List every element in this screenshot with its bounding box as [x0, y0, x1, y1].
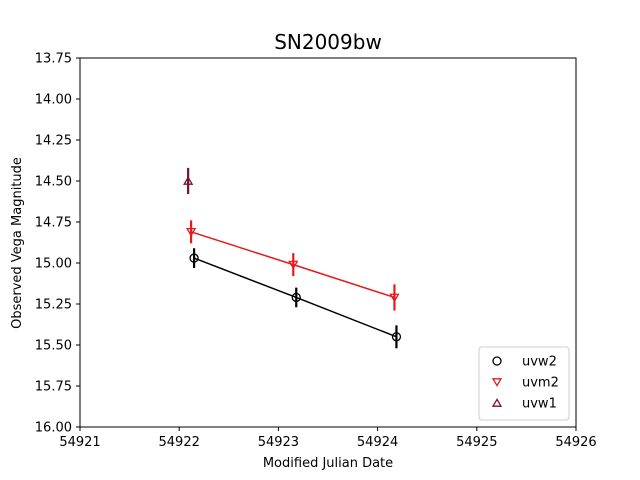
y-tick-label: 15.25: [35, 298, 72, 313]
y-tick-label: 16.00: [35, 421, 72, 436]
y-tick-label: 14.00: [35, 93, 72, 108]
uvm2-data-point: [389, 293, 400, 303]
uvw2-data-point: [391, 332, 402, 342]
legend-marker-uvm2: [491, 378, 503, 387]
plot-area: 54921 54922 54923 54924 54925 54926 13.75 14.00…: [35, 52, 597, 451]
legend-label-uvw1: uvw1: [522, 397, 557, 412]
x-tick-label: 54926: [555, 435, 596, 450]
uvw2-data-point: [189, 253, 199, 263]
y-tick-label: 15.75: [35, 380, 72, 395]
legend-box: [478, 346, 570, 421]
x-axis-label: Modified Julian Date: [263, 456, 393, 471]
plot-frame: [79, 57, 577, 428]
y-tick-label: 15.00: [35, 257, 72, 272]
legend-label-uvw2: uvw2: [522, 355, 557, 370]
x-tick-label: 54925: [456, 435, 497, 450]
uvw2-data-point: [291, 292, 301, 303]
legend-marker-uvw2: [492, 356, 502, 366]
uvm2-data-point: [288, 260, 299, 270]
uvw1-data-point: [182, 176, 194, 185]
x-tick-label: 54921: [59, 435, 100, 450]
uvm2-data-point: [185, 227, 197, 237]
chart-title: SN2009bw: [274, 30, 382, 54]
y-tick-label: 13.75: [35, 52, 72, 67]
x-tick-label: 54922: [159, 435, 200, 450]
legend-label-uvm2: uvm2: [522, 376, 559, 391]
x-tick-label: 54923: [258, 435, 299, 450]
y-tick-label: 14.50: [35, 175, 72, 190]
y-tick-label: 14.75: [35, 216, 72, 231]
legend-marker-uvw1: [491, 398, 503, 407]
y-axis-label: Observed Vega Magnitude: [10, 157, 25, 329]
y-tick-label: 15.50: [35, 339, 72, 354]
legend: uvw2 uvm2 uvw1: [478, 346, 570, 421]
x-tick-label: 54924: [357, 435, 398, 450]
y-tick-label: 14.25: [35, 134, 72, 149]
